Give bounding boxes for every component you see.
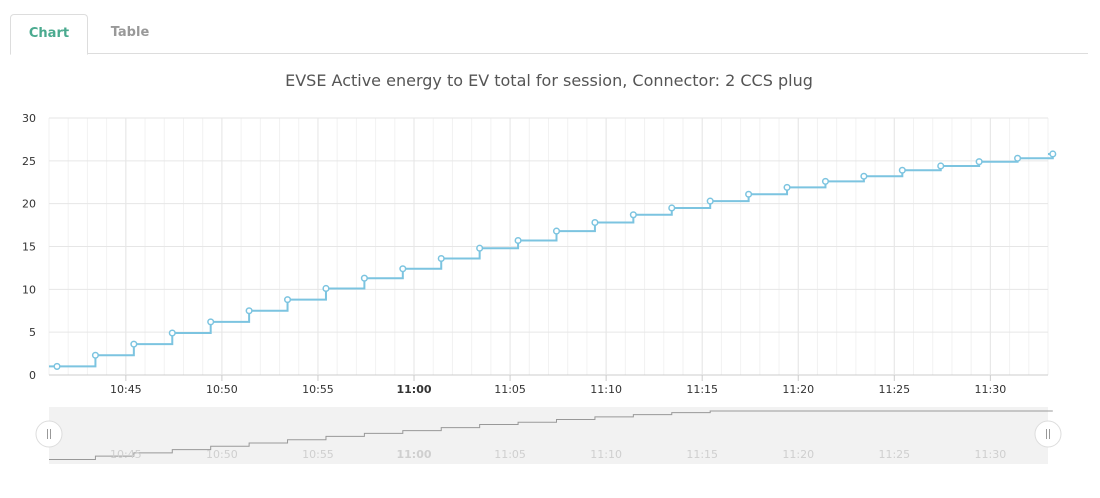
navigator-tick-label: 11:10	[590, 448, 622, 461]
navigator-tick-label: 11:30	[975, 448, 1007, 461]
y-tick-label: 30	[22, 112, 36, 125]
navigator-tick-label: 10:45	[110, 448, 142, 461]
data-point	[1049, 150, 1057, 158]
tab-bar: Chart Table	[10, 14, 1088, 55]
data-point	[591, 218, 599, 227]
data-point	[821, 177, 830, 185]
navigator-tick-label: 11:00	[397, 448, 432, 461]
data-point	[245, 307, 253, 315]
data-point	[399, 265, 407, 273]
plot-area	[49, 150, 1057, 370]
y-tick-label: 15	[22, 241, 36, 254]
navigator-tick-label: 11:20	[782, 448, 814, 461]
x-tick-label: 11:10	[590, 383, 622, 396]
major-grid	[49, 117, 1048, 376]
data-point	[668, 204, 676, 212]
data-point	[514, 236, 522, 245]
x-axis: 10:45 10:50 10:55 11:00 11:05 11:10 11:15 11:20…	[110, 375, 1006, 396]
data-point	[322, 284, 330, 293]
y-tick-label: 25	[22, 155, 36, 168]
x-tick-label: 11:25	[878, 383, 910, 396]
data-point	[437, 254, 445, 263]
navigator-handle-left[interactable]	[35, 420, 63, 448]
navigator-tick-label: 11:05	[494, 448, 526, 461]
navigator-tick-label: 11:15	[686, 448, 718, 461]
x-tick-label: 11:30	[975, 383, 1007, 396]
navigator-tick-label: 10:55	[302, 448, 334, 461]
data-point	[898, 166, 906, 174]
data-point	[91, 351, 99, 359]
navigator-series-line	[49, 410, 1053, 460]
data-point	[283, 296, 292, 304]
data-point	[207, 318, 215, 326]
x-tick-label: 10:45	[110, 383, 142, 396]
tab-chart[interactable]: Chart	[10, 14, 88, 55]
x-tick-label: 11:20	[782, 383, 814, 396]
y-tick-label: 5	[29, 326, 36, 339]
data-point	[629, 211, 637, 219]
y-tick-label: 20	[22, 198, 36, 211]
series-line	[49, 152, 1054, 368]
y-tick-label: 0	[29, 369, 36, 382]
data-point	[860, 172, 868, 180]
tab-table[interactable]: Table	[110, 25, 150, 40]
data-point	[130, 340, 138, 348]
data-point	[783, 183, 791, 191]
x-tick-label: 11:00	[397, 383, 432, 396]
chart-title: EVSE Active energy to EV total for sessi…	[285, 71, 813, 90]
y-tick-label: 10	[22, 283, 36, 296]
data-point	[706, 197, 714, 205]
data-point	[975, 158, 983, 166]
data-point	[745, 190, 753, 198]
x-tick-label: 11:05	[494, 383, 526, 396]
data-point	[1014, 154, 1022, 162]
y-axis: 0 5 10 15 20 25 30	[22, 112, 36, 382]
x-tick-label: 11:15	[686, 383, 718, 396]
x-tick-label: 10:50	[206, 383, 238, 396]
navigator-tick-label: 11:25	[878, 448, 910, 461]
x-tick-label: 10:55	[302, 383, 334, 396]
data-point	[552, 227, 561, 235]
handle-knob	[1034, 420, 1062, 448]
data-point	[937, 162, 945, 170]
data-point	[360, 274, 368, 282]
navigator-handle-right[interactable]	[1034, 420, 1062, 448]
navigator[interactable]: 10:45 10:50 10:55 11:00 11:05 11:10 11:15 11:20…	[35, 407, 1062, 464]
handle-knob	[35, 420, 63, 448]
navigator-mask	[49, 407, 1048, 464]
data-point	[53, 362, 61, 370]
data-point	[168, 329, 176, 337]
navigator-tick-label: 10:50	[206, 448, 238, 461]
data-point	[476, 244, 484, 252]
